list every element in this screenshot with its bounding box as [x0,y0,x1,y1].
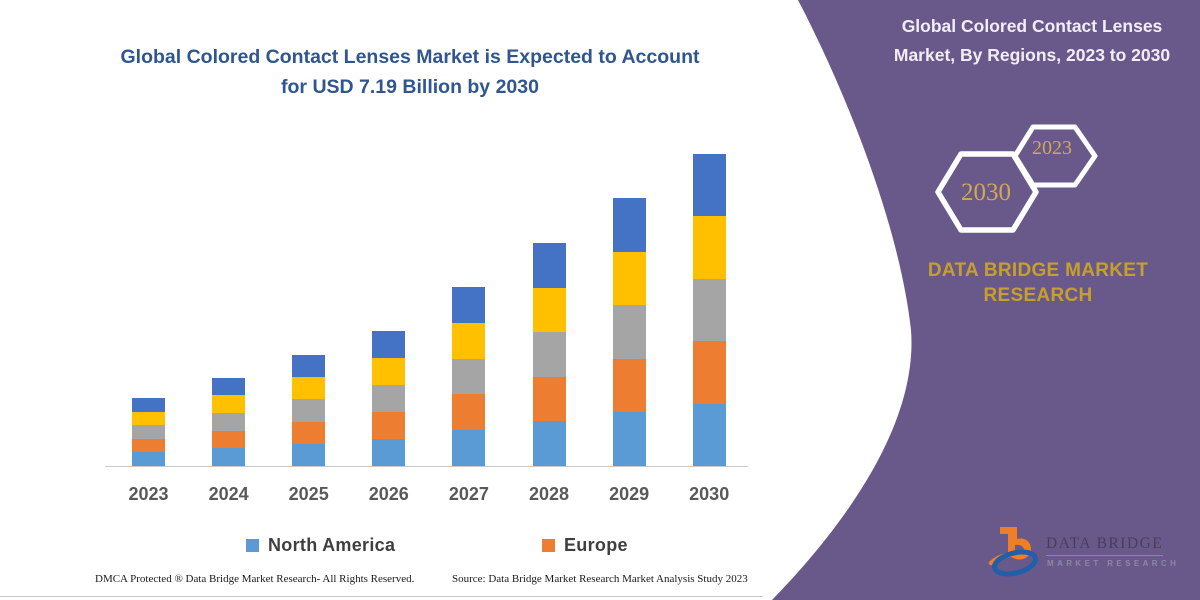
plot-area [132,154,726,466]
bar-2026-unlabeled-region-gray [372,385,406,412]
legend-item-north-america: North America [246,533,395,557]
bar-2030-north-america [692,403,726,466]
x-axis-label-2023: 2023 [128,484,169,504]
chart-legend: North America Europe [0,533,760,557]
x-axis-line [105,466,748,467]
chart-title-line1: Global Colored Contact Lenses Market is … [120,46,700,68]
legend-swatch-north-america-icon [246,538,259,552]
x-axis-label-2025: 2025 [288,484,329,504]
bar-2025-unlabeled-region-gray [292,399,326,422]
bar-2028-unlabeled-region-yellow [532,287,566,333]
bar-2025-north-america [292,443,326,466]
bar-2030-europe [692,341,726,404]
x-axis-label-2027: 2027 [448,484,489,504]
bar-2024-north-america [212,448,246,466]
bar-2024-unlabeled-region-gray [212,412,246,431]
bar-2023-north-america [132,452,165,466]
source-note: Source: Data Bridge Market Research Mark… [452,573,748,585]
x-axis-label-2029: 2029 [609,484,650,504]
bar-2029 [612,198,646,466]
bar-2028-north-america [532,421,566,466]
bar-2026-unlabeled-region-yellow [372,358,406,385]
bar-2028-unlabeled-region-gray [532,332,566,377]
logo-name: DATA BRIDGE [1046,535,1164,552]
bar-2029-europe [612,358,646,413]
chart-title-line2: for USD 7.19 Billion by 2030 [281,76,539,98]
bar-2027-europe [452,394,486,431]
bar-2027-unlabeled-region-darkblue [452,287,486,323]
bar-2023-unlabeled-region-yellow [132,411,165,426]
hexagon-2030-label: 2030 [961,179,1011,206]
bar-2026-unlabeled-region-darkblue [372,331,406,358]
bar-2027-north-america [452,430,486,466]
x-axis-label-2024: 2024 [208,484,249,504]
bar-2023-unlabeled-region-gray [132,425,165,439]
bar-2027-unlabeled-region-gray [452,358,486,395]
brand-wordmark-line1: DATA BRIDGE MARKET [927,260,1149,281]
x-axis-label-2028: 2028 [528,484,570,504]
bar-2028 [532,243,566,466]
brand-wordmark-line2: RESEARCH [983,285,1093,306]
bar-2024 [212,377,246,466]
bar-2027-unlabeled-region-yellow [452,322,486,359]
dmca-notice: DMCA Protected ® Data Bridge Market Rese… [95,573,415,585]
logo-underline [1046,555,1163,556]
hexagon-2030-icon [935,151,1039,233]
bottom-divider-line [0,596,763,597]
bar-2026-north-america [372,439,406,466]
right-panel-title: Global Colored Contact Lenses Market, By… [878,12,1186,70]
bar-2025-europe [292,421,326,444]
legend-item-europe: Europe [542,533,628,557]
logo-b-icon [1000,527,1031,560]
legend-swatch-europe-icon [542,538,555,552]
logo-blue-swoosh-icon [991,549,1039,577]
bar-2025-unlabeled-region-yellow [292,377,326,400]
bar-2024-unlabeled-region-yellow [212,395,246,413]
bar-2026 [372,331,406,466]
bar-2030-unlabeled-region-yellow [692,216,726,279]
right-panel-title-line1: Global Colored Contact Lenses [901,16,1163,36]
x-axis-label-2026: 2026 [368,484,409,504]
x-axis-label-2030: 2030 [689,484,730,504]
legend-label-europe: Europe [564,534,628,555]
bar-2029-north-america [612,412,646,466]
bar-2024-europe [212,430,246,449]
bar-2029-unlabeled-region-yellow [612,251,646,306]
bar-2025-unlabeled-region-darkblue [292,355,326,378]
chart-title: Global Colored Contact Lenses Market is … [60,42,760,102]
bar-2030-unlabeled-region-gray [692,278,726,342]
bar-2028-europe [532,376,566,422]
x-axis-labels: 2023 2024 2025 2026 2027 2028 2029 2030 [0,484,1200,508]
bar-2024-unlabeled-region-darkblue [212,377,246,396]
right-panel-title-line2: Market, By Regions, 2023 to 2030 [893,45,1171,65]
bar-2026-europe [372,412,406,439]
bar-2027 [452,287,486,466]
bar-2029-unlabeled-region-darkblue [612,198,646,252]
bar-2028-unlabeled-region-darkblue [532,243,566,288]
bar-2023-europe [132,438,165,453]
bar-2030 [692,154,726,466]
legend-label-north-america: North America [268,534,396,555]
bar-2030-unlabeled-region-darkblue [692,154,726,217]
bar-2023-unlabeled-region-darkblue [132,398,165,412]
hexagon-2023-label: 2023 [1032,137,1072,159]
logo-tagline: MARKET RESEARCH [1047,559,1180,568]
brand-wordmark: DATA BRIDGE MARKET RESEARCH [917,258,1159,308]
bar-2023 [132,398,165,466]
bar-2025 [292,355,326,466]
bar-2029-unlabeled-region-gray [612,305,646,359]
